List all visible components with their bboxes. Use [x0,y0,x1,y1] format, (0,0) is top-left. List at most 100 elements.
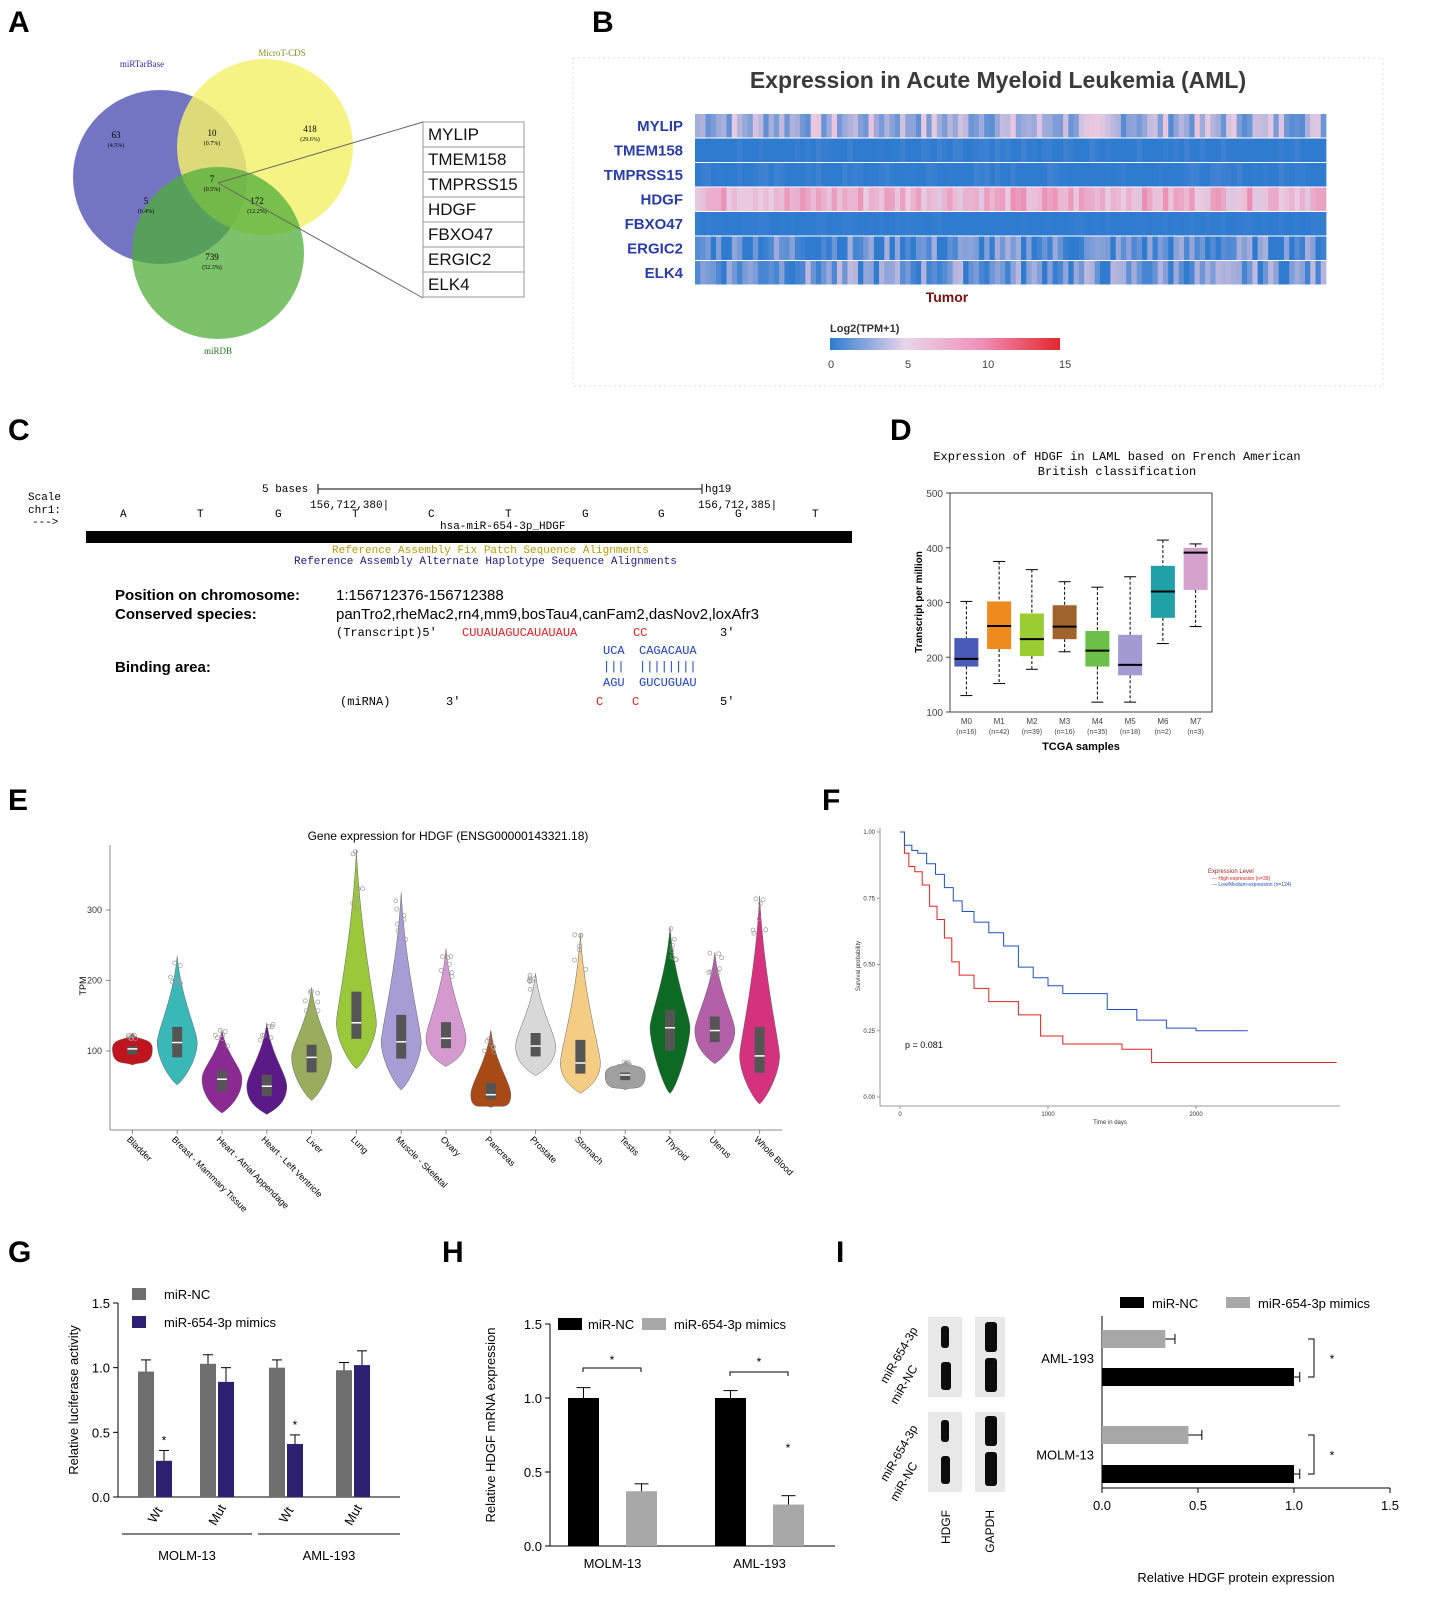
violin-box [485,1083,496,1100]
x-tick-label: M4 [1092,717,1104,726]
outlier-point [572,932,578,938]
violin-box [530,1032,541,1057]
legend-label: miR-654-3p mimics [1258,1296,1370,1311]
heatmap-cell [1162,261,1169,285]
heatmap-cell [695,212,701,236]
heatmap-cell [752,138,759,162]
heatmap-cell [931,261,938,285]
heatmap-cell [1289,212,1295,236]
heatmap-cell [1252,114,1259,138]
mirna-3prime: 3' [446,695,460,709]
heatmap-cell [800,114,806,138]
violin [246,1022,288,1115]
heatmap-cell [1294,187,1301,211]
heatmap-cell [716,212,722,236]
heatmap-cell [994,187,1001,211]
heatmap-cell [1215,114,1222,138]
heatmap-cell [1110,138,1117,162]
legend-label: miR-654-3p mimics [164,1315,276,1330]
heatmap-cell [1199,138,1206,162]
heatmap-cell [852,187,859,211]
chart-title: British classification [1038,465,1196,479]
heatmap-cell [1294,138,1301,162]
heatmap-cell [868,236,875,260]
heatmap-cell [1078,212,1085,236]
heatmap-cell [968,187,975,211]
venn-pct: (0.7%) [204,140,221,147]
heatmap-cell [1031,114,1038,138]
heatmap-cell [1010,212,1017,236]
heatmap-cell [710,261,717,285]
heatmap-cell [842,163,848,187]
gene-name: TMPRSS15 [428,175,518,194]
y-tick-label: 100 [926,708,943,719]
venn-count: 63 [112,130,122,140]
heatmap-cell [1220,163,1227,187]
legend-label: miR-NC [588,1317,634,1332]
x-tick-n: (n=16) [956,729,976,736]
heatmap-cell [1073,261,1080,285]
heatmap-cell [737,212,743,236]
heatmap-cell [1057,236,1064,260]
heatmap-cell [1178,114,1185,138]
heatmap-cell [1205,187,1211,211]
outlier-point [491,1049,497,1055]
transcript-prefix: (Transcript)5' [336,626,437,640]
heatmap-cell [1057,114,1064,138]
sequence-letter: T [197,509,204,521]
heatmap-cell [1115,163,1122,187]
heatmap-cell [894,163,901,187]
heatmap-cell [847,163,854,187]
heatmap-cell [721,163,727,187]
outlier-point [395,921,400,927]
heatmap-cell [1205,138,1211,162]
heatmap-cell [1136,236,1143,260]
heatmap-cell [889,236,896,260]
heatmap-cell [773,163,780,187]
violin-box [217,1070,227,1092]
y-tick-label: 400 [926,544,943,555]
heatmap-cell [926,212,933,236]
heatmap-cell [763,114,770,138]
gene-cell [422,171,525,198]
heatmap-cell [868,163,875,187]
heatmap-cell [1184,261,1190,285]
heatmap-cell [1299,163,1306,187]
x-tick-label: Heart - Atrial Appendage [215,1134,291,1210]
heatmap-cell [831,212,838,236]
heatmap-cell [1094,236,1101,260]
heatmap-cell [1047,138,1053,162]
x-tick-label: 1.0 [1285,1498,1303,1513]
outlier-point [354,905,359,911]
heatmap-cell [973,236,980,260]
heatmap-row-label: FBXO47 [625,216,683,233]
heatmap-cell [700,236,706,260]
heatmap-cell [1299,261,1306,285]
violin-box [665,1009,675,1051]
heatmap-cell [1141,187,1148,211]
heatmap-cell [815,138,822,162]
heatmap-cell [1115,212,1122,236]
heatmap-cell [905,163,911,187]
heatmap-cell [721,236,727,260]
heatmap-cell [836,163,843,187]
heatmap-cell [1257,261,1264,285]
heatmap-cell [947,138,954,162]
heatmap-cell [1078,138,1085,162]
heatmap-cell [1084,212,1090,236]
heatmap-cell [1063,114,1069,138]
heatmap-cell [1136,163,1143,187]
heatmap-cell [1215,212,1222,236]
heatmap-cell [963,163,969,187]
heatmap-cell [1310,236,1316,260]
box [1183,547,1208,590]
heatmap-cell [726,236,733,260]
heatmap-cell [1042,261,1048,285]
heatmap-cell [695,236,701,260]
heatmap-cell [1131,138,1138,162]
heatmap-cell [1073,187,1080,211]
x-tick-n: (n=35) [1087,729,1107,736]
heatmap-cell [1252,138,1259,162]
heatmap-cell [915,114,922,138]
heatmap-cell [863,138,869,162]
